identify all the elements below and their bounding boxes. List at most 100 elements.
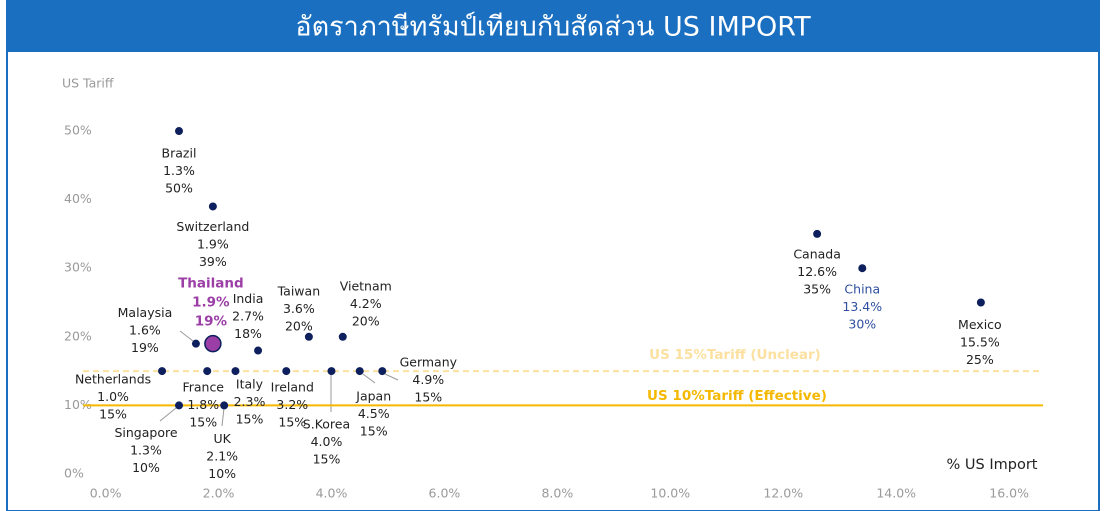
point-x-label: 1.0% [97, 389, 129, 404]
point-x-label: 1.9% [192, 295, 230, 311]
point-name: Malaysia [118, 305, 173, 320]
x-tick-label: 2.0% [203, 486, 235, 501]
leader-line [384, 373, 399, 381]
point-value-label: 20% [285, 318, 313, 333]
point-x-label: 3.2% [276, 397, 308, 412]
point-value-label: 15% [236, 412, 264, 427]
point-name: Mexico [958, 317, 1002, 332]
point [158, 367, 167, 376]
leader-line [362, 373, 376, 384]
y-tick-label: 30% [64, 260, 92, 275]
point-x-label: 3.6% [283, 301, 315, 316]
point-value-label: 19% [131, 340, 159, 355]
x-tick-label: 10.0% [650, 486, 690, 501]
point [327, 367, 336, 376]
point-x-label: 1.3% [163, 163, 195, 178]
chart-title: อัตราภาษีทรัมป์เทียบกับสัดส่วน US IMPORT [295, 11, 811, 43]
point-value-label: 15% [414, 390, 442, 405]
point-name: UK [213, 431, 231, 446]
x-tick-label: 0.0% [90, 486, 122, 501]
point [175, 127, 183, 136]
point-name: Japan [355, 389, 391, 404]
point-x-label: 4.2% [350, 296, 382, 311]
point-name: Singapore [114, 425, 177, 440]
point-value-label: 10% [208, 466, 236, 481]
point [338, 332, 347, 341]
point-name: France [182, 380, 224, 395]
y-tick-label: 40% [64, 191, 92, 206]
frame [6, 0, 1100, 511]
point-x-label: 12.6% [797, 264, 837, 279]
point-name: Vietnam [340, 278, 392, 293]
point [355, 367, 364, 376]
point-value-label: 18% [234, 326, 262, 341]
point-name: Brazil [162, 146, 197, 161]
point [231, 367, 240, 376]
leader-line [179, 330, 194, 342]
point [220, 401, 229, 410]
x-tick-label: 6.0% [429, 486, 461, 501]
point [203, 367, 212, 376]
point [378, 367, 387, 376]
point [175, 401, 183, 410]
point [304, 332, 313, 341]
reference-label: US 15%Tariff (Unclear) [649, 347, 821, 363]
y-axis-label: US Tariff [62, 76, 114, 91]
point-name: Canada [793, 246, 841, 261]
point [858, 264, 867, 273]
point-x-label: 1.8% [187, 397, 219, 412]
point [191, 339, 200, 348]
point-x-label: 1.9% [197, 236, 229, 251]
point-name: Taiwan [277, 283, 321, 298]
x-axis-label: % US Import [947, 457, 1038, 473]
point-value-label: 35% [803, 281, 831, 296]
point-name: S.Korea [303, 417, 350, 432]
point-x-label: 1.6% [129, 323, 161, 338]
point-value-label: 15% [99, 407, 127, 422]
x-tick-label: 16.0% [989, 486, 1029, 501]
point-name: China [844, 282, 880, 297]
point-name: Switzerland [176, 219, 249, 234]
y-tick-label: 0% [64, 466, 84, 481]
header [7, 0, 1099, 52]
point [976, 298, 985, 307]
point-x-label: 2.1% [206, 448, 238, 463]
point-value-label: 15% [189, 415, 217, 430]
point [254, 346, 263, 355]
point-name: Thailand [178, 276, 244, 292]
point-x-label: 4.0% [311, 434, 343, 449]
point-name: Germany [400, 355, 458, 370]
x-tick-label: 4.0% [316, 486, 348, 501]
point-value-label: 39% [199, 254, 227, 269]
point-name: Italy [236, 377, 264, 392]
point [282, 367, 291, 376]
reference-label: US 10%Tariff (Effective) [647, 388, 827, 404]
point-x-label: 2.3% [234, 394, 266, 409]
point-x-label: 4.5% [358, 406, 390, 421]
point [208, 202, 217, 211]
point [813, 229, 822, 238]
point-name: India [233, 291, 264, 306]
y-tick-label: 20% [64, 328, 92, 343]
x-tick-label: 14.0% [876, 486, 916, 501]
point-value-label: 30% [848, 317, 876, 332]
point-value-label: 15% [278, 415, 306, 430]
point-value-label: 25% [966, 352, 994, 367]
point-value-label: 15% [313, 452, 341, 467]
point-value-label: 15% [360, 424, 388, 439]
point-x-label: 15.5% [960, 335, 1000, 350]
point-x-label: 1.3% [130, 442, 162, 457]
leader-line [221, 407, 225, 427]
point-name: Ireland [271, 380, 314, 395]
x-tick-label: 12.0% [763, 486, 803, 501]
point-name: Netherlands [75, 372, 151, 387]
point-x-label: 2.7% [232, 309, 264, 324]
point-x-label: 13.4% [842, 299, 882, 314]
y-tick-label: 50% [64, 123, 92, 138]
leader-line [159, 407, 177, 422]
y-tick-label: 10% [64, 397, 92, 412]
point-value-label: 10% [132, 460, 160, 475]
point-x-label: 4.9% [412, 372, 444, 387]
